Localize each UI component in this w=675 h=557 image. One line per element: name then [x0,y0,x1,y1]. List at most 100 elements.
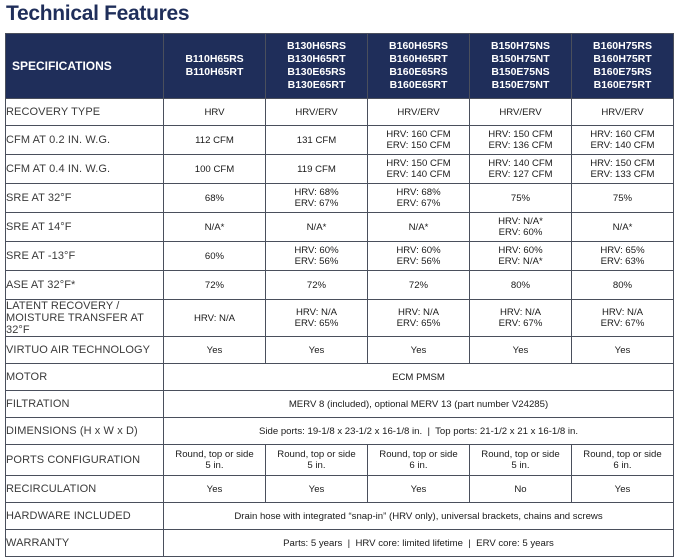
table-row: HARDWARE INCLUDED Drain hose with integr… [5,502,674,530]
cell-line: ERV: 133 CFM [590,169,655,180]
cell-line: HRV: 60% [294,245,339,256]
row-label: FILTRATION [5,390,164,418]
table-row: CFM AT 0.4 IN. W.G. 100 CFM 119 CFM HRV:… [5,154,674,184]
table-cell: 100 CFM [163,154,266,184]
cell-line: HRV: N/A [397,307,440,318]
cell-line: ERV: 56% [294,256,339,267]
cell-line: HRV: 150 CFM [488,129,553,140]
row-label: MOTOR [5,363,164,391]
table-cell: Yes [571,475,674,503]
model-number: B130H65RT [287,53,346,65]
table-cell: 75% [571,183,674,213]
table-cell: HRV: N/A ERV: 65% [367,299,470,337]
cell-line: ERV: 67% [600,318,645,329]
table-cell: Yes [163,475,266,503]
model-number: B110H65RT [185,66,244,78]
merged-cell: Parts: 5 years | HRV core: limited lifet… [163,529,674,557]
row-label: SRE AT -13°F [5,241,164,271]
merged-cell: MERV 8 (included), optional MERV 13 (par… [163,390,674,418]
table-cell: Yes [265,475,368,503]
model-column-header: B160H75RS B160H75RT B160E75RS B160E75RT [571,33,674,99]
cell-line: ERV: 67% [498,318,543,329]
table-row: MOTOR ECM PMSM [5,363,674,391]
table-cell: Yes [367,475,470,503]
table-cell: HRV: N/A ERV: 67% [571,299,674,337]
cell-line: Round, top or side [277,449,356,460]
table-row: FILTRATION MERV 8 (included), optional M… [5,390,674,418]
table-cell: Yes [469,336,572,364]
model-number: B130H65RS [287,40,346,52]
row-label: WARRANTY [5,529,164,557]
cell-line: HRV: 150 CFM [386,158,451,169]
cell-line: HRV: 60% [396,245,441,256]
model-number: B150E75NS [491,66,550,78]
cell-line: ERV: 65% [294,318,339,329]
cell-line: ERV: 127 CFM [488,169,553,180]
table-cell: 68% [163,183,266,213]
table-cell: HRV: 68% ERV: 67% [367,183,470,213]
page-title: Technical Features [6,2,190,25]
table-cell: HRV: N/A* ERV: 60% [469,212,572,242]
table-cell: Yes [265,336,368,364]
cell-line: ERV: 67% [396,198,441,209]
cell-line: 5 in. [307,460,326,471]
table-cell: HRV: 68% ERV: 67% [265,183,368,213]
table-cell: HRV: N/A [163,299,266,337]
cell-line: HRV: 160 CFM [386,129,451,140]
table-cell: HRV: 60% ERV: N/A* [469,241,572,271]
table-cell: HRV: 60% ERV: 56% [367,241,470,271]
table-cell: HRV/ERV [469,98,572,126]
table-header-row: SPECIFICATIONS B110H65RS B110H65RT B130H… [5,33,674,99]
cell-line: 5 in. [205,460,224,471]
cell-line: HRV: 65% [600,245,645,256]
table-row: RECIRCULATION Yes Yes Yes No Yes [5,475,674,503]
cell-line: 6 in. [409,460,428,471]
table-cell: HRV: 150 CFM ERV: 136 CFM [469,125,572,155]
table-cell: HRV: 65% ERV: 63% [571,241,674,271]
model-column-header: B130H65RS B130H65RT B130E65RS B130E65RT [265,33,368,99]
table-cell: 80% [469,270,572,300]
table-cell: Round, top or side 5 in. [163,444,266,476]
table-row: VIRTUO AIR TECHNOLOGY Yes Yes Yes Yes Ye… [5,336,674,364]
table-cell: HRV: 150 CFM ERV: 140 CFM [367,154,470,184]
table-cell: HRV/ERV [367,98,470,126]
cell-line: ERV: 56% [396,256,441,267]
table-row: SRE AT -13°F 60% HRV: 60% ERV: 56% HRV: … [5,241,674,271]
row-label: PORTS CONFIGURATION [5,444,164,476]
table-row: DIMENSIONS (H x W x D) Side ports: 19-1/… [5,417,674,445]
cell-line: HRV: N/A [499,307,542,318]
model-column-header: B150H75NS B150H75NT B150E75NS B150E75NT [469,33,572,99]
table-cell: N/A* [163,212,266,242]
table-cell: Round, top or side 5 in. [265,444,368,476]
table-cell: N/A* [265,212,368,242]
table-cell: Round, top or side 6 in. [571,444,674,476]
model-number: B160H65RS [389,40,448,52]
row-label: SRE AT 32°F [5,183,164,213]
cell-line: HRV: 68% [294,187,339,198]
model-column-header: B110H65RS B110H65RT [163,33,266,99]
cell-line: ERV: N/A* [498,256,543,267]
table-row: WARRANTY Parts: 5 years | HRV core: limi… [5,529,674,557]
table-row: LATENT RECOVERY / MOISTURE TRANSFER AT 3… [5,299,674,337]
cell-line: HRV: 150 CFM [590,158,655,169]
table-cell: N/A* [571,212,674,242]
cell-line: Round, top or side [583,449,662,460]
cell-line: ERV: 140 CFM [590,140,655,151]
cell-line: Round, top or side [175,449,254,460]
table-cell: HRV [163,98,266,126]
table-cell: HRV: N/A ERV: 65% [265,299,368,337]
cell-line: HRV: 140 CFM [488,158,553,169]
cell-line: Round, top or side [379,449,458,460]
row-label: CFM AT 0.2 IN. W.G. [5,125,164,155]
row-label: RECIRCULATION [5,475,164,503]
model-number: B130E65RT [287,79,346,91]
table-cell: HRV: 140 CFM ERV: 127 CFM [469,154,572,184]
table-cell: Yes [571,336,674,364]
table-cell: 75% [469,183,572,213]
table-cell: 131 CFM [265,125,368,155]
table-cell: N/A* [367,212,470,242]
table-row: PORTS CONFIGURATION Round, top or side 5… [5,444,674,476]
table-cell: 72% [163,270,266,300]
model-number: B160H65RT [389,53,448,65]
specifications-table: SPECIFICATIONS B110H65RS B110H65RT B130H… [5,33,674,557]
